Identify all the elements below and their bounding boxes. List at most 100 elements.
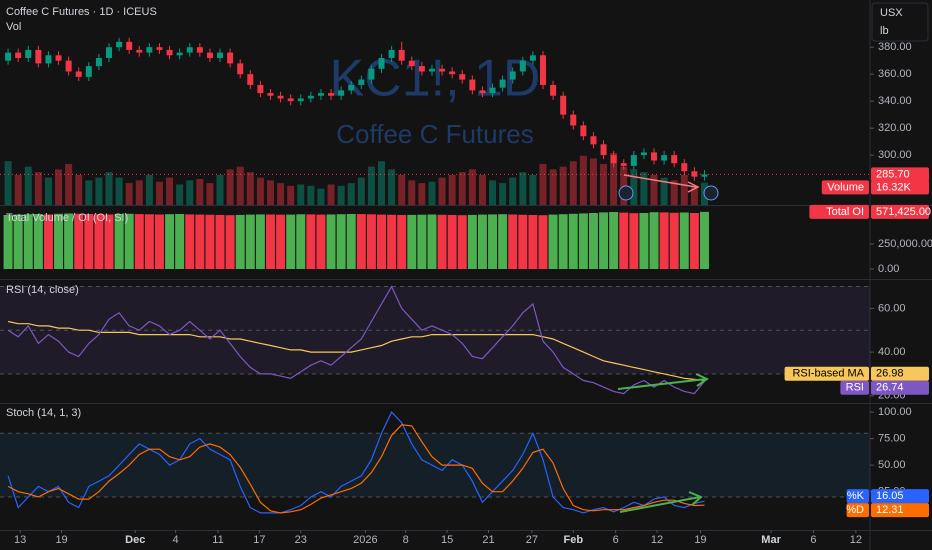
volume-bar (690, 185, 698, 205)
volume-bar (206, 183, 214, 205)
volume-bar (579, 155, 587, 205)
candle-body (35, 49, 42, 64)
oi-bar (33, 214, 43, 269)
oi-bar (336, 214, 346, 269)
candle-body (418, 66, 425, 72)
candle-body (146, 47, 153, 53)
candle-body (257, 84, 264, 94)
candle-body (529, 55, 536, 61)
volume-bar (468, 169, 476, 205)
oi-bar (346, 214, 356, 269)
oi-bar (225, 215, 235, 269)
x-tick-label: 15 (441, 534, 453, 546)
oi-bar (245, 214, 255, 269)
volume-bar (256, 177, 264, 205)
oi-bar (296, 214, 306, 269)
oi-bar (679, 212, 689, 269)
volume-bar (549, 169, 557, 205)
oi-bar (437, 214, 447, 269)
oi-bar (498, 214, 508, 269)
x-tick-label: Mar (761, 534, 781, 546)
volume-bar (539, 163, 547, 205)
x-tick-label: 4 (173, 534, 179, 546)
volume-bar (418, 183, 426, 205)
candle-body (590, 136, 597, 145)
candle-body (651, 152, 658, 161)
last-tag (871, 366, 929, 381)
candle-body (55, 55, 62, 61)
volume-bar (14, 174, 22, 205)
volume-bar (428, 181, 436, 205)
oi-bar (387, 214, 397, 269)
last-value: 26.74 (876, 382, 904, 394)
oi-bar (377, 214, 387, 269)
candle-body (469, 79, 476, 91)
volume-bar (65, 163, 73, 205)
volume-bar (569, 161, 577, 205)
oi-bar (43, 214, 53, 269)
last-tag (871, 380, 929, 395)
x-tick-label: 23 (295, 534, 307, 546)
oi-bar (54, 213, 64, 269)
volume-tag (871, 180, 929, 195)
volume-bar (277, 183, 285, 205)
watermark-symbol: KC1!, 1D (330, 50, 541, 108)
candle-body (106, 47, 113, 58)
oi-bar (609, 212, 619, 269)
unit-box[interactable] (871, 2, 929, 42)
candle-body (186, 47, 193, 53)
candle-body (600, 144, 607, 156)
oi-bar (74, 213, 84, 269)
volume-bar (489, 180, 497, 205)
oi-bar (94, 214, 104, 269)
oi-bar (64, 213, 74, 269)
oi-bar (114, 214, 124, 269)
oi-bar (356, 214, 366, 269)
pane-title: RSI (14, close) (6, 284, 79, 296)
candle-body (701, 174, 708, 177)
oi-bar (407, 214, 417, 269)
candle-body (570, 114, 577, 126)
volume-bar (236, 166, 244, 205)
unit: lb (880, 25, 889, 37)
oi-bar (508, 214, 518, 269)
candle-body (661, 155, 668, 161)
volume-bar (246, 172, 254, 205)
last-price-tag (871, 167, 929, 182)
oi-bar (599, 212, 609, 269)
volume-bar (105, 172, 113, 205)
candle-body (338, 90, 345, 96)
oi-bar (195, 214, 205, 269)
event-icon[interactable] (703, 185, 719, 201)
event-icon[interactable] (618, 185, 634, 201)
y-tick-label: 300.00 (878, 149, 912, 161)
oi-bar (397, 215, 407, 269)
candle-body (85, 66, 92, 77)
volume-bar (438, 177, 446, 205)
candle-body (116, 41, 123, 48)
oi-bar (488, 214, 498, 269)
y-tick-label: 50.00 (878, 459, 906, 471)
oi-bar (689, 213, 699, 269)
last-tag (871, 489, 929, 504)
oi-bar (104, 214, 114, 269)
candle-body (217, 52, 224, 58)
volume-bar (357, 177, 365, 205)
legend-name-tag (840, 380, 869, 395)
x-tick-label: 8 (403, 534, 409, 546)
oi-bar (144, 214, 154, 269)
x-tick-label: 2026 (353, 534, 377, 546)
candle-body (136, 49, 143, 53)
volume-bar (600, 163, 608, 205)
oi-bar (518, 214, 528, 269)
oi-bar (558, 214, 568, 269)
band (0, 433, 870, 497)
last-value: 26.98 (876, 368, 904, 380)
volume-bar (519, 172, 527, 205)
legend-name-tag (846, 489, 869, 504)
oi-bar (235, 214, 245, 269)
volume-bar (388, 169, 396, 205)
x-tick-label: Feb (563, 534, 583, 546)
candle-body (126, 41, 133, 50)
oi-bar (175, 214, 185, 269)
